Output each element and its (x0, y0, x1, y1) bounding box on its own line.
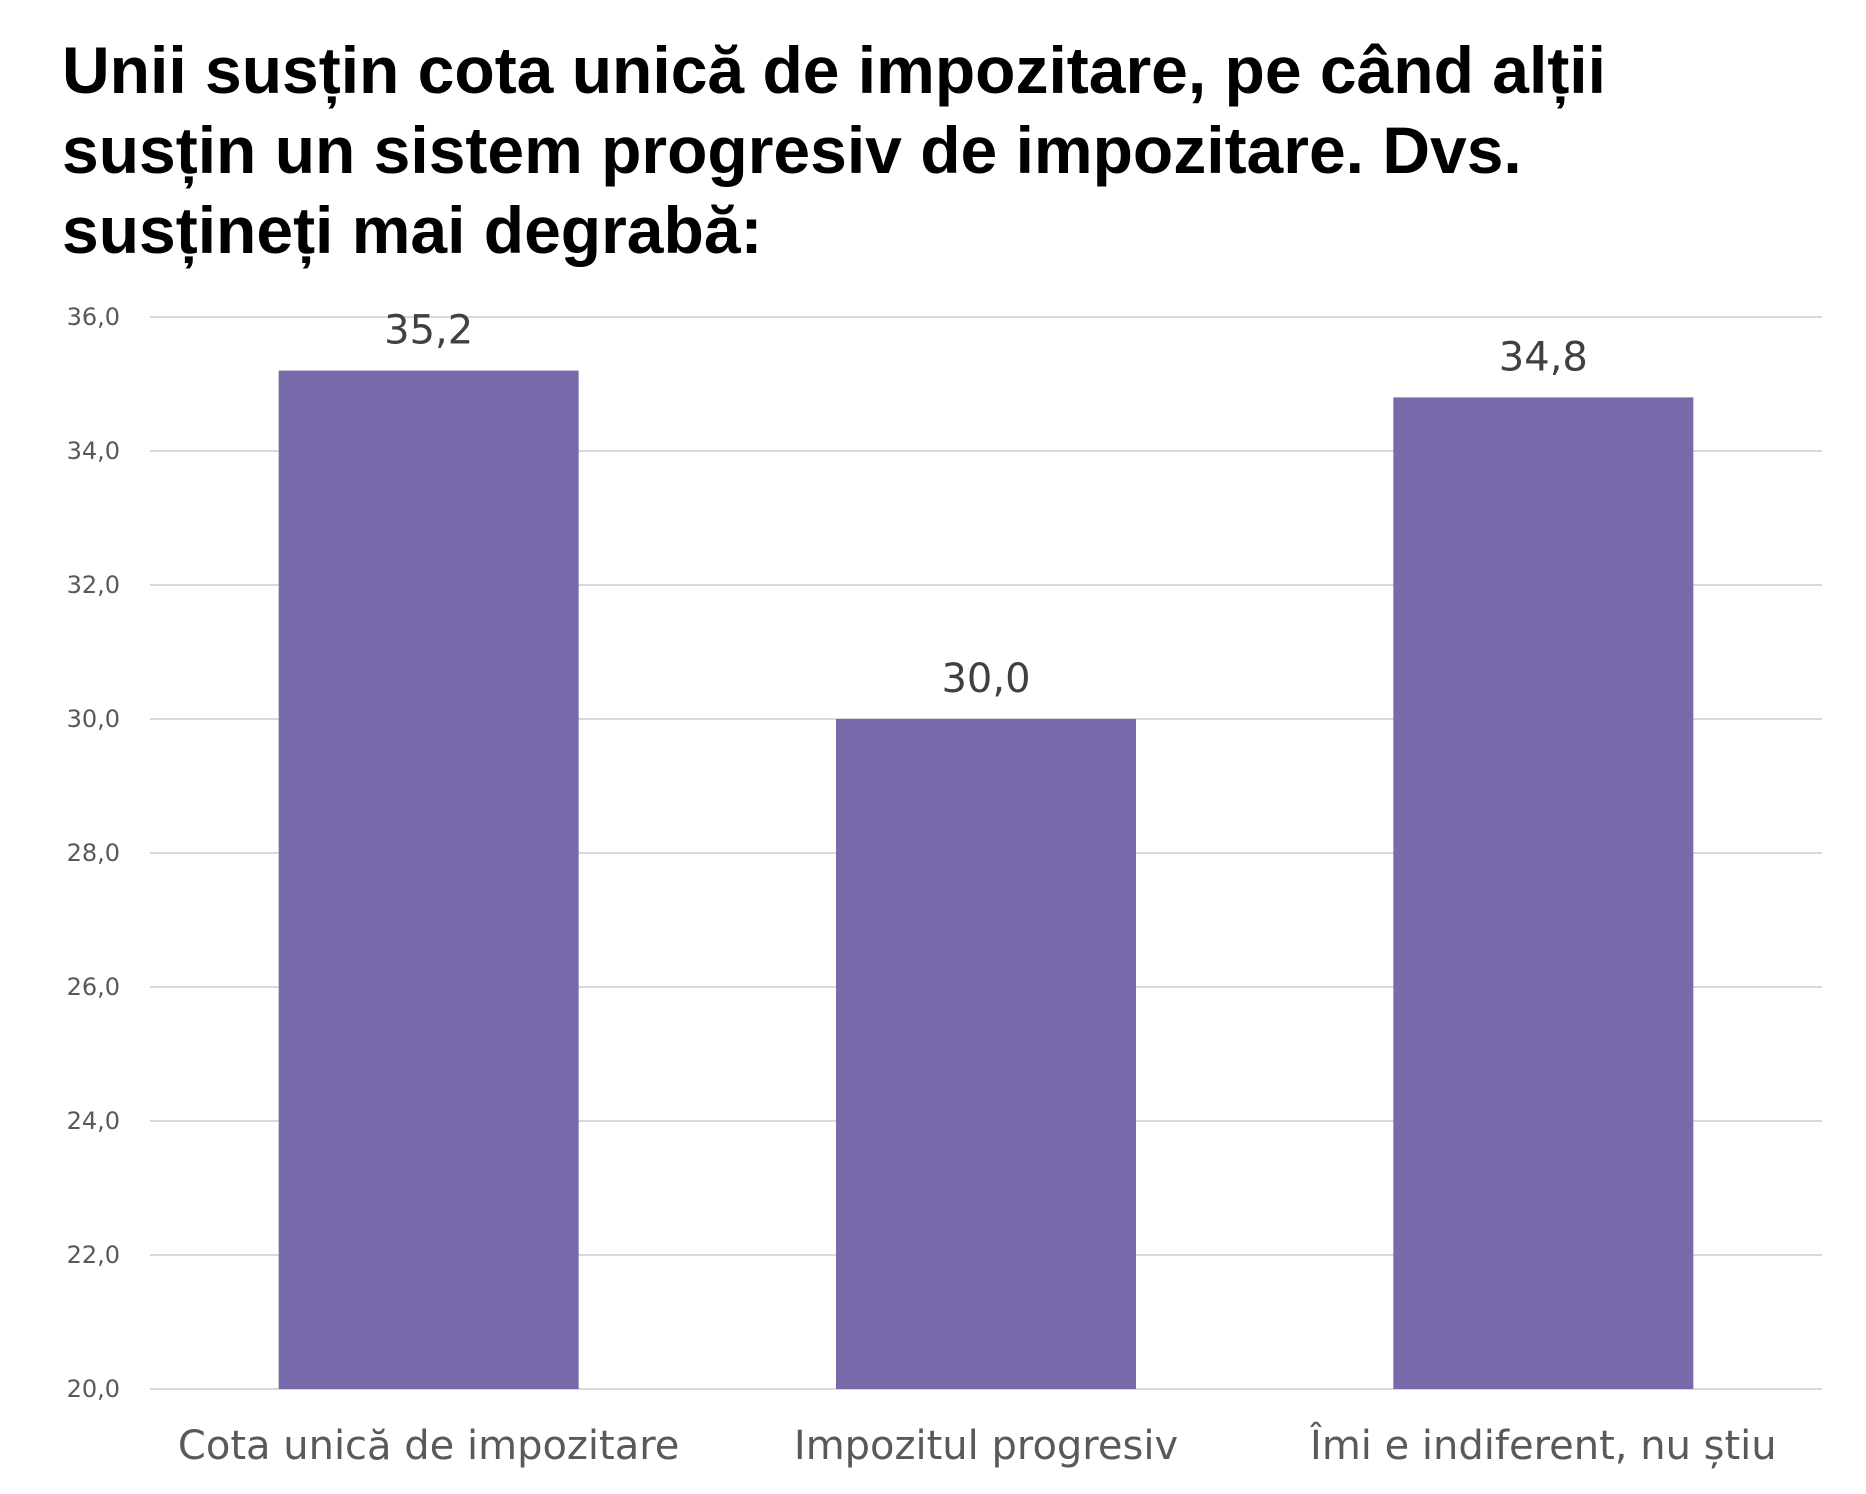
data-label: 34,8 (1499, 334, 1588, 380)
data-label: 35,2 (384, 308, 473, 354)
y-tick-label: 24,0 (67, 1107, 120, 1135)
bar (1393, 397, 1694, 1389)
y-tick-label: 30,0 (67, 705, 120, 733)
chart-title: Unii susțin cota unică de impozitare, pe… (62, 33, 1606, 267)
data-label: 30,0 (941, 656, 1030, 702)
bars (278, 370, 1694, 1390)
x-category-label: Impozitul progresiv (794, 1423, 1178, 1469)
bar (836, 719, 1136, 1389)
y-tick-label: 34,0 (67, 437, 120, 465)
y-tick-label: 26,0 (67, 973, 120, 1001)
y-tick-label: 20,0 (67, 1375, 120, 1403)
labels: 20,0 22,0 24,0 26,0 28,0 30,0 32,0 34,0 36,0 35,2… (67, 303, 1777, 1469)
y-tick-label: 28,0 (67, 839, 120, 867)
x-category-label: Cota unică de impozitare (178, 1423, 679, 1469)
y-tick-label: 32,0 (67, 571, 120, 599)
bar (278, 370, 579, 1390)
y-tick-label: 22,0 (67, 1241, 120, 1269)
x-category-label: Îmi e indiferent, nu știu (1309, 1421, 1777, 1469)
y-tick-label: 36,0 (67, 303, 120, 331)
